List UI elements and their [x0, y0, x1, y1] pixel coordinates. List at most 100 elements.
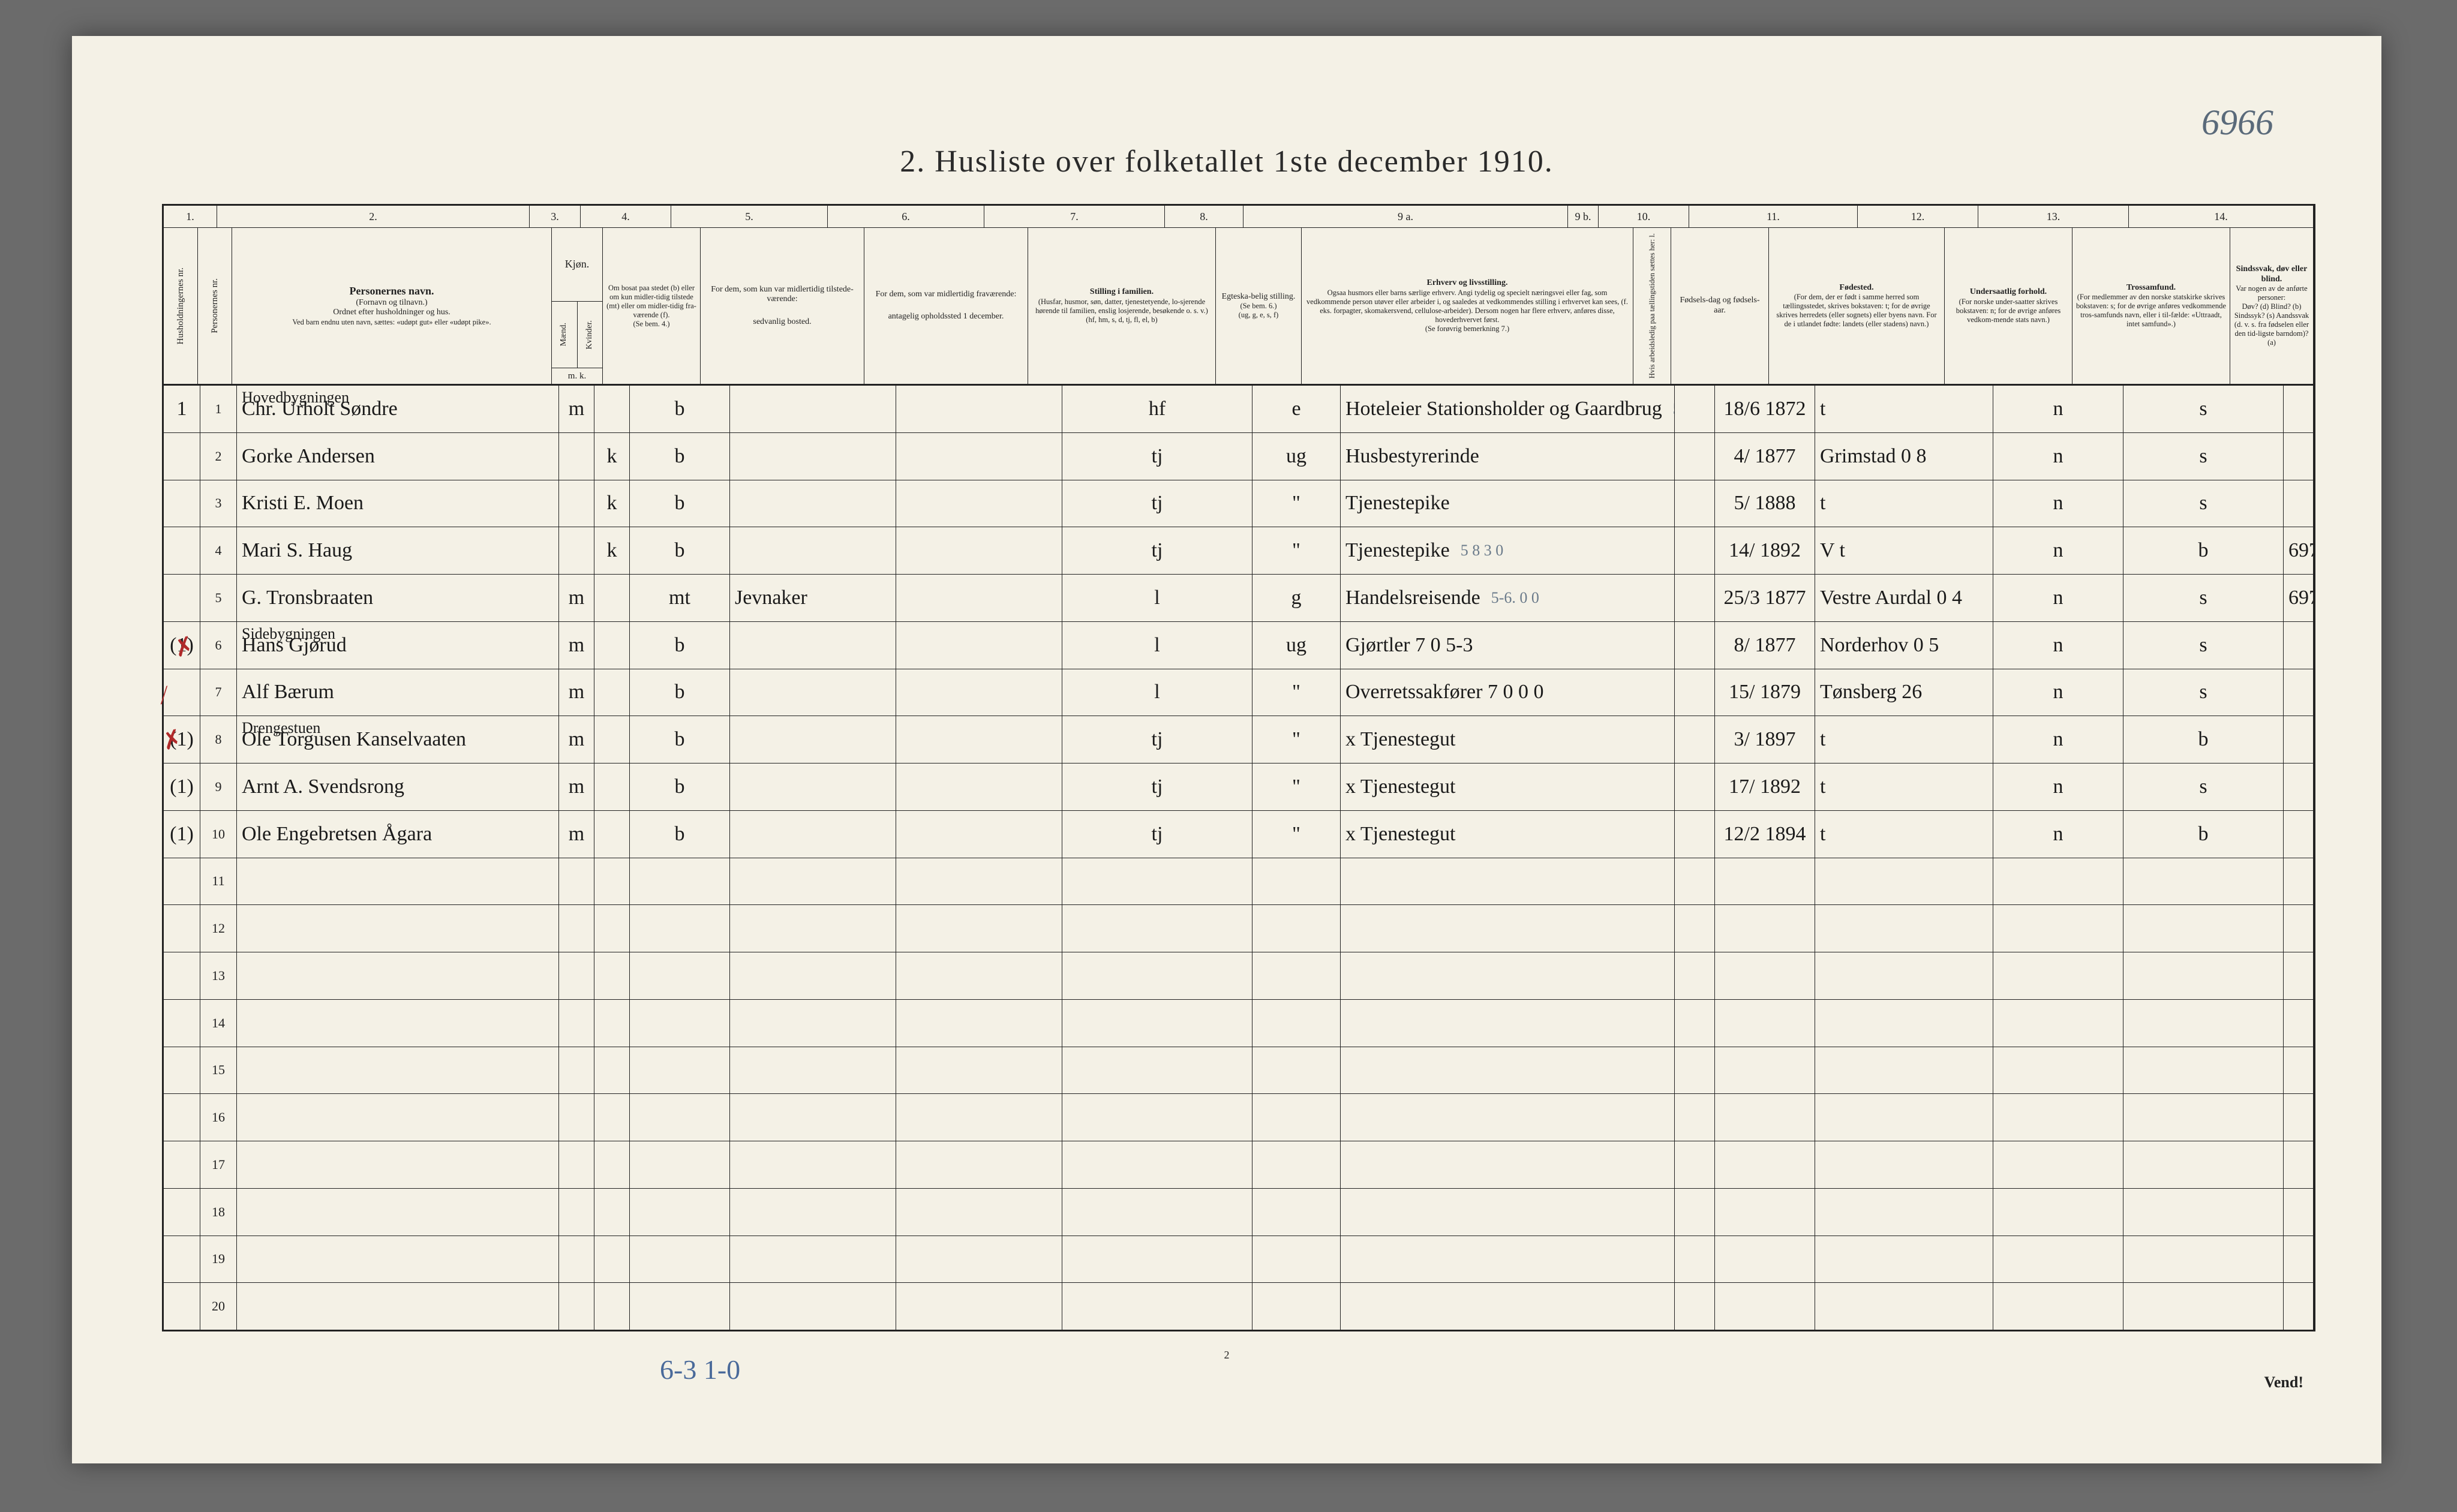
cell: [1341, 1189, 1675, 1236]
cell: [2123, 1047, 2284, 1094]
occupation: x Tjenestegut: [1345, 775, 1456, 798]
hdr-sex-m: Mænd.: [552, 302, 578, 368]
hdr-us-mid: (For norske under-saatter skrives boksta…: [1948, 297, 2068, 324]
occupation: Handelsreisende: [1345, 587, 1480, 609]
cell: [1252, 858, 1341, 905]
hdr-bosat-bem: (Se bem. 4.): [633, 320, 669, 329]
cell: k: [594, 433, 630, 480]
cell: 2: [200, 433, 237, 480]
cell: [1993, 1236, 2123, 1283]
cell: 25/3 1877: [1715, 575, 1815, 621]
hdr-household-nr: Husholdningernes nr.: [164, 228, 198, 384]
cell: [630, 1283, 730, 1330]
cell: 6975: [2284, 575, 2313, 621]
person-name: Alf Bærum: [242, 681, 334, 704]
cell: 15: [200, 1047, 237, 1094]
cell: [1993, 905, 2123, 952]
cell: [594, 622, 630, 669]
cell: [630, 1094, 730, 1141]
occupation: Gjørtler 7 0 5-3: [1345, 634, 1473, 657]
cell: [2284, 622, 2313, 669]
cell: [1341, 1047, 1675, 1094]
cell: [1252, 1189, 1341, 1236]
table-row: (1)8DrengestuenOle Torgusen Kanselvaaten…: [164, 716, 2313, 763]
hdr-sind-top: Sindssvak, døv eller blind.: [2234, 264, 2309, 285]
cell: 14/ 1892: [1715, 527, 1815, 574]
occupation: Tjenestepike: [1345, 539, 1450, 562]
cell: [1062, 1047, 1252, 1094]
cell: 13: [200, 952, 237, 999]
cell: [164, 433, 200, 480]
cell: [730, 763, 896, 810]
cell: [1675, 480, 1715, 527]
cell: [896, 575, 1062, 621]
cell: [1993, 1283, 2123, 1330]
cell: 1: [164, 386, 200, 432]
cell: t: [1815, 716, 1993, 763]
cell: HovedbygningenChr. Urholt Søndre: [237, 386, 559, 432]
cell: n: [1993, 480, 2123, 527]
cell: Tjenestepike5 8 3 0: [1341, 527, 1675, 574]
hdr-egte-mid: (Se bem. 6.): [1240, 302, 1276, 311]
cell: DrengestuenOle Torgusen Kanselvaaten: [237, 716, 559, 763]
cell: n: [1993, 716, 2123, 763]
cell: [896, 622, 1062, 669]
cell: ": [1252, 763, 1341, 810]
cell: [1815, 1189, 1993, 1236]
cell: [1675, 858, 1715, 905]
hdr-name-sub1: (Fornavn og tilnavn.): [356, 298, 427, 308]
cell: b: [630, 480, 730, 527]
census-table: 1. 2. 3. 4. 5. 6. 7. 8. 9 a. 9 b. 10. 11…: [162, 204, 2315, 1331]
paper-sheet: 6966 2. Husliste over folketallet 1ste d…: [72, 36, 2381, 1463]
cell: [559, 905, 594, 952]
cell: [1675, 433, 1715, 480]
cell: [1341, 1141, 1675, 1188]
cell: [237, 1141, 559, 1188]
cell: [896, 858, 1062, 905]
table-row: 19: [164, 1236, 2313, 1283]
cell: [594, 1283, 630, 1330]
cell: [1715, 905, 1815, 952]
cell: t: [1815, 763, 1993, 810]
cell: ug: [1252, 622, 1341, 669]
cell: [896, 1236, 1062, 1283]
cell: [164, 1000, 200, 1047]
cell: [1675, 527, 1715, 574]
cell: tj: [1062, 480, 1252, 527]
hdr-sind-mid: Var nogen av de anførte personer:: [2234, 284, 2309, 302]
cell: [2284, 1141, 2313, 1188]
cell: [594, 905, 630, 952]
cell: [1062, 1236, 1252, 1283]
cell: x Tjenestegut: [1341, 811, 1675, 858]
cell: b: [630, 669, 730, 716]
cell: [2123, 1094, 2284, 1141]
hdr-sex-k: Kvinder.: [578, 302, 603, 368]
cell: t: [1815, 386, 1993, 432]
cell: [1341, 858, 1675, 905]
cell: [1675, 1000, 1715, 1047]
cell: s: [2123, 386, 2284, 432]
cell: [559, 1000, 594, 1047]
cell: [1252, 1094, 1341, 1141]
occupation: x Tjenestegut: [1345, 728, 1456, 751]
hdr-name-sub3: Ved barn endnu uten navn, sættes: «udøpt…: [292, 318, 491, 327]
hdr-bosat: Om bosat paa stedet (b) eller om kun mid…: [603, 228, 701, 384]
cell: [630, 858, 730, 905]
cell: 8/ 1877: [1715, 622, 1815, 669]
table-row: 13: [164, 952, 2313, 1000]
cell: [1062, 1141, 1252, 1188]
cell: [730, 811, 896, 858]
cell: [1993, 1047, 2123, 1094]
cell: [164, 1189, 200, 1236]
cell: n: [1993, 433, 2123, 480]
cell: Norderhov 0 5: [1815, 622, 1993, 669]
hdr-sex-mk: m. k.: [552, 368, 602, 384]
pencil-code: 5-6. 0 0: [1491, 589, 1539, 607]
cell: [1675, 1236, 1715, 1283]
cell: [1341, 1283, 1675, 1330]
cell: [164, 952, 200, 999]
cell: tj: [1062, 433, 1252, 480]
cell: b: [2123, 716, 2284, 763]
cell: [594, 669, 630, 716]
cell: g: [1252, 575, 1341, 621]
